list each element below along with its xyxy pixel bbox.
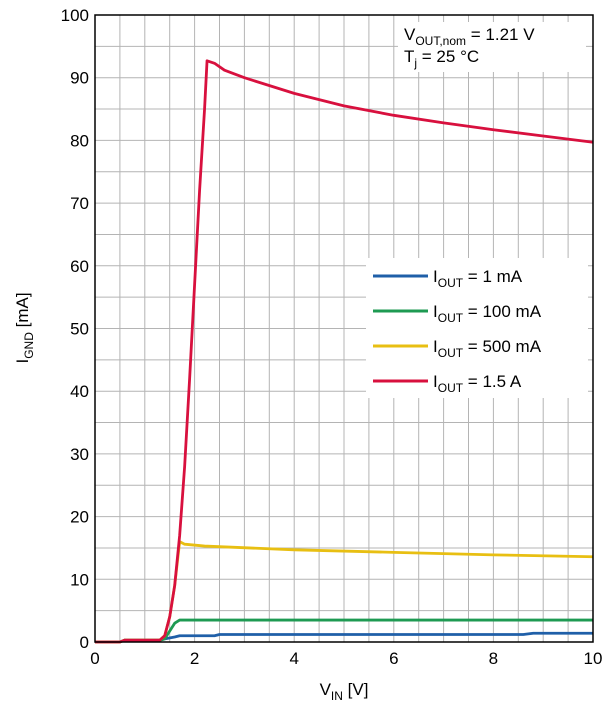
legend-label-1-5a-rest: = 1.5 A <box>463 372 522 391</box>
y-tick-label: 10 <box>70 570 89 589</box>
x-axis-label: VIN [V] <box>320 680 369 703</box>
y-tick-label: 100 <box>61 6 89 25</box>
annotation-tj-main: T <box>404 47 414 66</box>
x-tick-label: 6 <box>389 649 398 668</box>
y-axis-label-main: I <box>13 359 32 364</box>
legend-background <box>366 258 588 398</box>
conditions-annotation: VOUT,nom = 1.21 V Tj = 25 °C <box>398 22 586 72</box>
x-tick-label: 2 <box>190 649 199 668</box>
y-axis-label-sub: GND <box>22 332 36 359</box>
y-tick-label: 70 <box>70 194 89 213</box>
legend-label-100ma: IOUT = 100 mA <box>433 302 542 325</box>
x-tick-label: 4 <box>289 649 298 668</box>
x-tick-label: 8 <box>489 649 498 668</box>
x-tick-label: 10 <box>584 649 603 668</box>
y-tick-label: 30 <box>70 445 89 464</box>
y-axis-label-unit: [mA] <box>13 292 32 332</box>
annotation-tj-sub: j <box>413 56 417 70</box>
annotation-vout-main: V <box>404 25 416 44</box>
annotation-vout-sub: OUT,nom <box>415 34 466 48</box>
legend-label-500ma-rest: = 500 mA <box>463 337 542 356</box>
legend-label-1-5a-main: I <box>433 372 438 391</box>
y-axis-label: IGND [mA] <box>13 292 36 363</box>
legend-label-100ma-main: I <box>433 302 438 321</box>
annotation-vout-rest: = 1.21 V <box>466 25 535 44</box>
y-tick-label: 90 <box>70 69 89 88</box>
x-axis-label-unit: [V] <box>343 680 369 699</box>
y-tick-label: 0 <box>80 633 89 652</box>
y-tick-label: 60 <box>70 257 89 276</box>
legend-label-1ma-sub: OUT <box>438 276 464 290</box>
annotation-tj: Tj = 25 °C <box>404 47 479 70</box>
y-tick-label: 40 <box>70 382 89 401</box>
series-layer <box>95 59 594 644</box>
y-tick-label: 20 <box>70 508 89 527</box>
legend-label-500ma-main: I <box>433 337 438 356</box>
annotation-vout: VOUT,nom = 1.21 V <box>404 25 535 48</box>
y-tick-label: 50 <box>70 320 89 339</box>
x-tick-label: 0 <box>90 649 99 668</box>
legend-label-500ma-sub: OUT <box>438 346 464 360</box>
legend-label-500ma: IOUT = 500 mA <box>433 337 542 360</box>
series-line-3 <box>95 59 594 644</box>
legend-label-100ma-sub: OUT <box>438 311 464 325</box>
legend-label-1-5a: IOUT = 1.5 A <box>433 372 522 395</box>
legend-label-100ma-rest: = 100 mA <box>463 302 542 321</box>
legend-label-1-5a-sub: OUT <box>438 381 464 395</box>
annotation-background <box>398 22 586 72</box>
legend-label-1ma-rest: = 1 mA <box>463 267 523 286</box>
x-axis-label-sub: IN <box>331 689 343 703</box>
legend: IOUT = 1 mA IOUT = 100 mA IOUT = 500 mA … <box>366 258 588 398</box>
annotation-tj-rest: = 25 °C <box>417 47 479 66</box>
legend-label-1ma-main: I <box>433 267 438 286</box>
x-axis-label-main: V <box>320 680 332 699</box>
y-tick-label: 80 <box>70 131 89 150</box>
plot-frame <box>94 14 594 643</box>
legend-label-1ma: IOUT = 1 mA <box>433 267 523 290</box>
